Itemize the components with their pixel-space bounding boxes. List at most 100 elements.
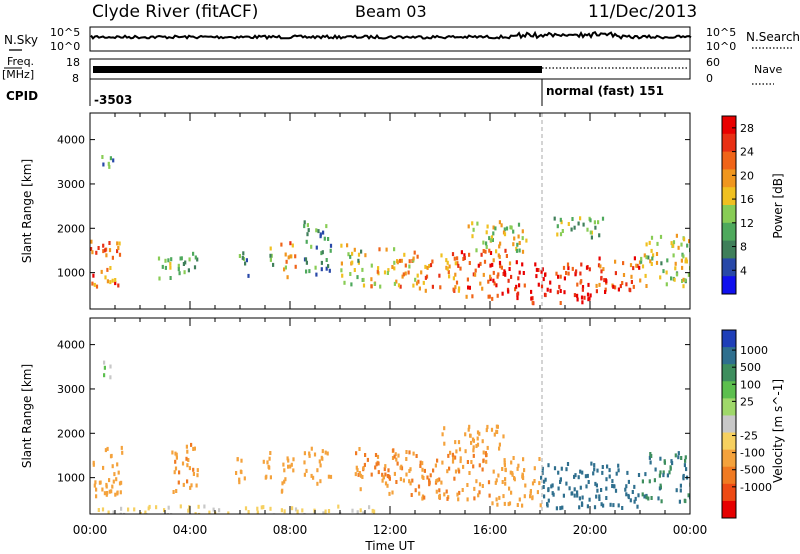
power-cell [660, 261, 663, 266]
velocity-cell [308, 453, 311, 458]
velocity-cell [581, 470, 584, 475]
velocity-cell [573, 474, 576, 479]
velocity-cell [324, 509, 327, 514]
power-cell [462, 257, 465, 261]
power-cell [415, 281, 419, 286]
velocity-cell [113, 472, 116, 477]
velocity-cell [203, 504, 206, 509]
velocity-cell [240, 470, 243, 475]
power-cell [540, 269, 543, 274]
power-cell [320, 251, 323, 256]
power-cell [321, 250, 324, 255]
power-cell [471, 221, 474, 226]
velocity-cell [659, 470, 662, 475]
velocity-cell [559, 506, 562, 511]
velocity-cell [383, 467, 386, 472]
velocity-colorbar-swatch [722, 500, 736, 519]
velocity-cell [310, 446, 313, 451]
power-cell [420, 270, 423, 275]
velocity-cell [507, 502, 510, 507]
velocity-cell [109, 454, 113, 459]
power-cell [244, 261, 247, 266]
power-cell [393, 281, 396, 286]
power-cell [521, 229, 524, 234]
power-cell [531, 296, 534, 301]
velocity-cell [111, 484, 114, 489]
power-cell [521, 262, 524, 267]
nave-tick-bottom: 0 [706, 72, 713, 85]
velocity-cell [601, 465, 604, 469]
velocity-cell [593, 505, 597, 510]
velocity-cell [683, 463, 686, 468]
velocity-cell [557, 470, 560, 475]
velocity-cell [658, 473, 661, 478]
power-cell [685, 257, 688, 262]
velocity-cell [612, 503, 615, 508]
velocity-cell [671, 461, 674, 466]
power-colorbar-swatch [722, 151, 736, 170]
power-cell [407, 270, 410, 275]
velocity-cell [485, 453, 488, 458]
power-cell [102, 249, 105, 254]
velocity-cell [521, 503, 524, 508]
power-colorbar-tick: 16 [740, 193, 754, 206]
power-cell [472, 227, 475, 232]
power-cell [612, 284, 615, 289]
power-cell [639, 278, 642, 283]
power-cell [492, 258, 495, 263]
velocity-cell [435, 479, 438, 483]
power-colorbar-swatch [722, 240, 736, 259]
power-cell [387, 268, 390, 273]
velocity-cell [167, 505, 170, 510]
power-cell [559, 274, 562, 279]
velocity-y-ticks: 1000 2000 3000 4000 [57, 339, 690, 485]
velocity-cell [457, 440, 461, 445]
velocity-cell [408, 479, 411, 484]
power-cell [672, 240, 676, 245]
velocity-cell [504, 477, 507, 482]
power-cell [306, 223, 309, 228]
velocity-cell [611, 484, 614, 488]
velocity-cell [669, 466, 672, 471]
power-cell [397, 283, 401, 288]
velocity-cell [198, 512, 201, 514]
velocity-cell [303, 451, 306, 456]
power-cell [467, 224, 470, 229]
velocity-cell [322, 511, 325, 514]
velocity-cell [355, 451, 358, 456]
velocity-cell [498, 495, 501, 500]
velocity-cell [93, 483, 96, 488]
power-cell [561, 229, 564, 233]
velocity-cell [621, 506, 624, 510]
velocity-cell [516, 503, 519, 507]
power-cell [459, 266, 462, 271]
power-cell [448, 274, 451, 279]
freq-unit-label: [MHz] [2, 68, 34, 81]
power-cell [597, 263, 601, 268]
power-cell [659, 234, 663, 239]
power-cell [576, 297, 579, 302]
power-cell [479, 261, 482, 266]
velocity-cell [179, 504, 182, 509]
power-cell [179, 256, 182, 261]
velocity-cell [508, 486, 511, 491]
velocity-cell [452, 456, 455, 461]
velocity-colorbar-swatch [722, 330, 736, 348]
velocity-cell [464, 432, 467, 437]
velocity-cell [436, 478, 439, 483]
power-cell [577, 221, 580, 226]
power-cell [521, 236, 524, 241]
power-cell [170, 257, 173, 262]
power-cell [370, 284, 373, 289]
power-cell [595, 289, 598, 294]
velocity-cell [133, 507, 136, 512]
power-cell [360, 249, 363, 254]
velocity-cell [402, 478, 405, 483]
power-cell [587, 282, 590, 287]
power-cell [402, 272, 405, 277]
velocity-cell [562, 493, 565, 498]
velocity-cell [284, 477, 287, 482]
power-cell [501, 291, 504, 296]
velocity-cell [522, 476, 525, 480]
power-cell [325, 266, 328, 271]
